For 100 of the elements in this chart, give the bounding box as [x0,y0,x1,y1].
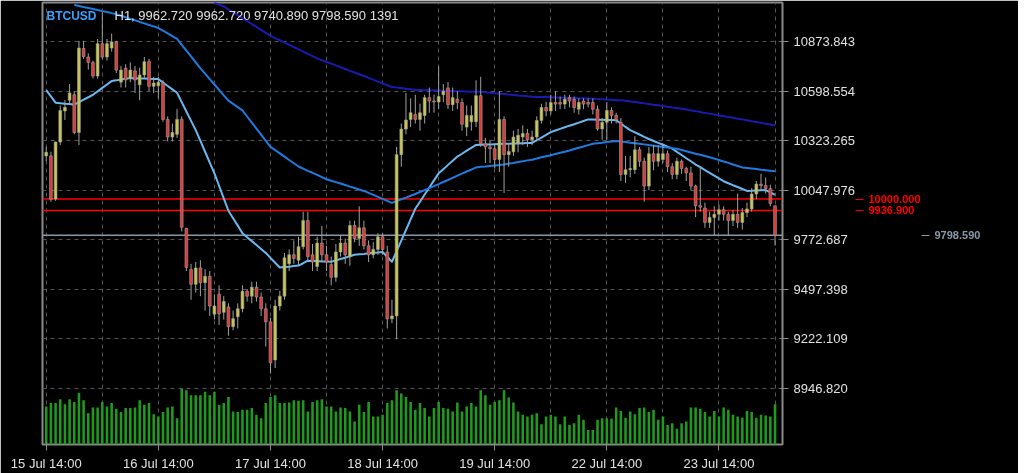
bar [311,401,314,445]
candlestick [735,193,740,229]
x-tick-label: 17 Jul 14:00 [235,455,306,471]
bar [129,408,132,445]
y-tick-label: 10598.554 [793,83,855,99]
bar [72,401,76,445]
bar [381,414,384,445]
bar [741,417,744,445]
bar [87,413,90,445]
bar [213,391,216,445]
bar [138,400,141,445]
bar [255,414,258,445]
candlestick [768,184,773,207]
y-tick-label: 10047.976 [793,182,855,198]
bar [54,403,57,445]
x-tick-label: 19 Jul 14:00 [459,455,531,471]
bar [171,406,174,445]
bar [727,409,730,445]
x-tick-label: 15 Jul 14:00 [10,455,82,471]
bar [708,416,711,445]
candlestick [749,187,754,213]
bar [451,411,454,445]
candlestick [436,65,441,110]
bar [395,390,398,445]
bar [642,407,646,445]
bar [409,401,412,445]
bar [180,388,183,445]
bar [442,408,445,445]
bar [568,424,571,445]
bar [357,404,361,445]
bar [152,414,155,445]
ref-line-label: 9936.900 [868,204,915,217]
y-tick-label: 9772.687 [793,232,848,248]
bar [143,404,146,445]
bar [208,395,212,445]
candlestick [726,211,731,236]
candlestick [427,87,432,114]
bar [493,401,497,445]
candlestick [226,302,231,337]
candlestick [595,105,600,132]
bar [400,393,403,445]
bar [582,419,585,445]
y-tick-label: 10323.265 [793,133,855,149]
bar [353,421,356,445]
bar [610,418,613,445]
bar [769,416,772,445]
candlestick [240,284,245,313]
bar [755,417,758,445]
text: BTCUSD [46,8,97,23]
candlestick [553,90,558,112]
bar [423,408,426,445]
bar [666,424,669,445]
y-tick-label: 9222.109 [793,331,848,347]
bar [157,416,160,445]
bar [269,396,272,445]
bar [227,396,230,445]
bar [722,407,725,445]
y-tick-label: 10873.843 [793,34,855,50]
candlestick [380,232,385,256]
bar [339,407,342,445]
bar [199,395,202,445]
bar [713,410,716,445]
bar [437,401,440,445]
bar [283,403,286,445]
bar [698,408,702,445]
bar [82,400,85,445]
x-tick-label: 23 Jul 14:00 [683,455,755,471]
bar [540,424,543,445]
bar [44,406,48,445]
bar [115,408,118,445]
bar [638,408,641,445]
y-tick-label: 8946.820 [793,380,848,396]
x-tick-label: 22 Jul 14:00 [571,455,643,471]
bar [750,412,753,445]
x-tick-label: 16 Jul 14:00 [122,455,194,471]
bar [194,395,198,445]
bar [596,419,599,445]
ref-line-label: 10000.000 [868,193,921,206]
bar [241,409,244,445]
bar [236,412,240,445]
bar [512,402,515,445]
bar [652,409,655,445]
bar [385,403,389,445]
bar [222,403,226,445]
bar [549,414,553,445]
bar [479,390,482,445]
bar [624,417,627,445]
x-tick-label: 18 Jul 14:00 [347,455,419,471]
bar [535,413,539,445]
bar [185,390,188,445]
bar [680,423,683,445]
bar [110,403,113,445]
bar [456,402,459,445]
bar [101,401,104,445]
bar [764,415,767,445]
bar [428,416,431,445]
bar [507,397,511,445]
bar [414,409,417,445]
bar [465,406,468,445]
candlestick [128,61,133,83]
